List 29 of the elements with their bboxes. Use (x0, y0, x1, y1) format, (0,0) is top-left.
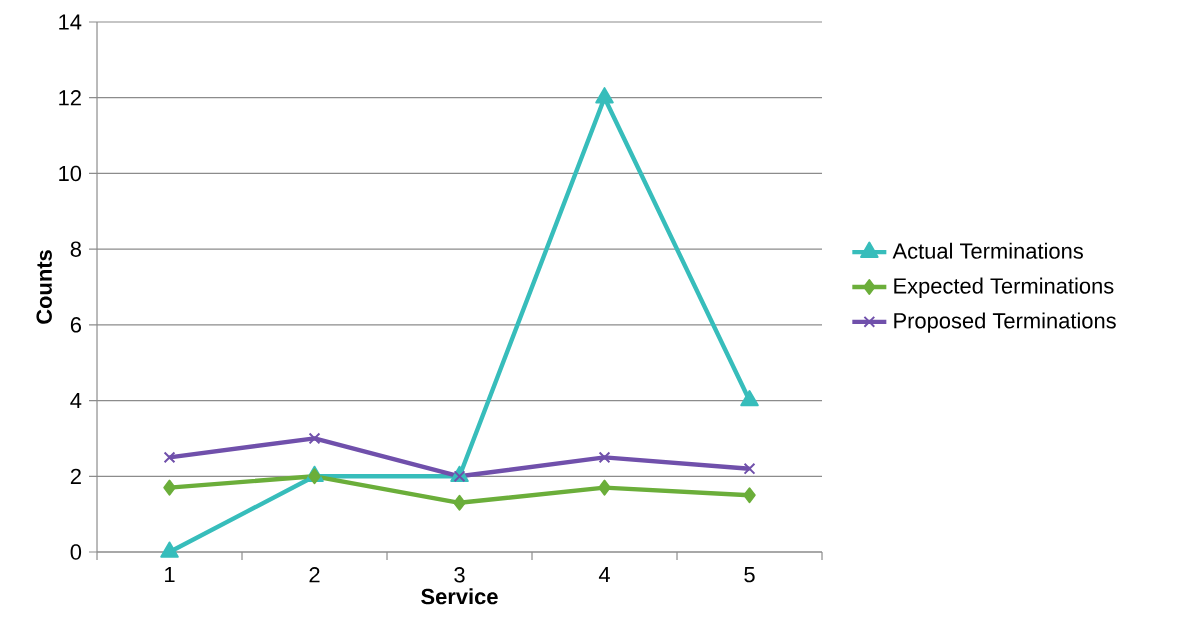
y-tick-label: 0 (70, 544, 82, 560)
point (598, 479, 611, 496)
x-tick-label: 1 (165, 567, 175, 583)
y-tick-label: 12 (59, 90, 81, 106)
y-tick-label: 4 (70, 393, 82, 409)
point (453, 470, 466, 483)
point (163, 451, 176, 464)
legend-label: Expected Terminations (894, 277, 1114, 298)
point (163, 479, 176, 496)
point (595, 87, 614, 104)
y-tick-label: 6 (70, 317, 81, 333)
y-tick-label: 8 (70, 241, 81, 257)
x-tick-label: 5 (744, 567, 755, 583)
x-tick-label: 2 (309, 567, 320, 583)
point (740, 390, 759, 407)
legend-label: Proposed Terminations (894, 312, 1116, 333)
y-tick-label: 10 (59, 165, 82, 182)
y-tick-label: 2 (70, 468, 81, 484)
point (743, 487, 756, 504)
point (598, 451, 611, 464)
point (743, 462, 756, 475)
y-axis-title: Counts (36, 250, 52, 324)
x-axis-title: Service (421, 588, 498, 605)
point (453, 494, 466, 511)
legend-label: Actual Terminations (892, 242, 1083, 259)
x-tick-label: 4 (598, 567, 610, 583)
y-tick-label: 14 (59, 14, 82, 30)
x-tick-label: 3 (454, 567, 465, 583)
point (308, 432, 321, 445)
